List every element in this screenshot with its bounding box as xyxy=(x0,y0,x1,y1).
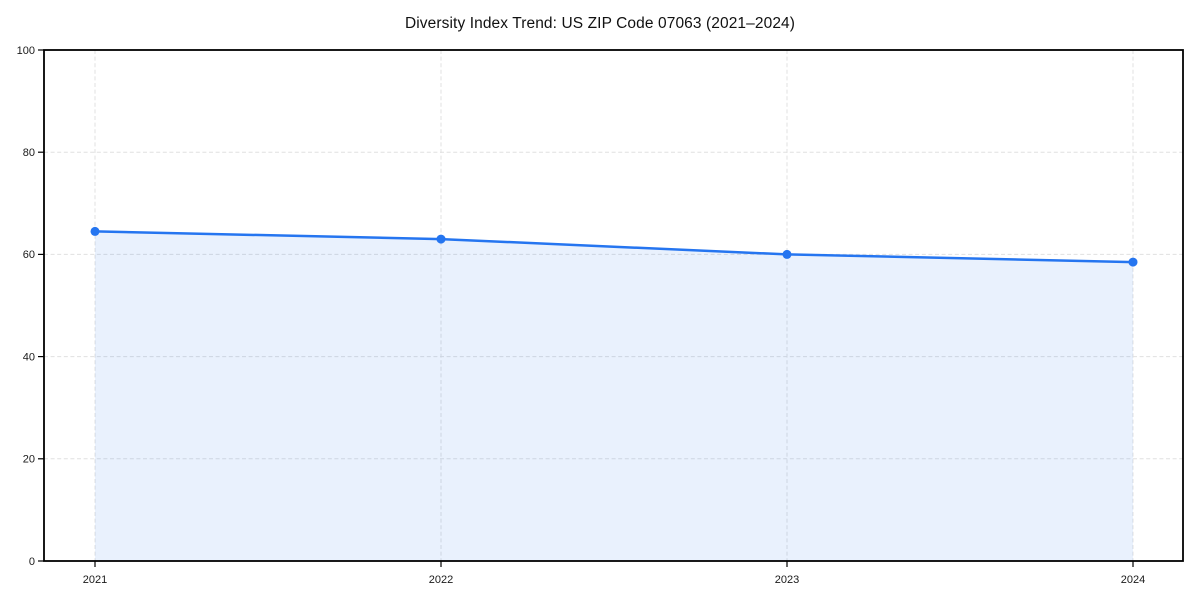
area-fill xyxy=(95,231,1133,561)
x-tick-label: 2024 xyxy=(1121,574,1145,586)
chart-title: Diversity Index Trend: US ZIP Code 07063… xyxy=(404,15,796,32)
y-tick-label: 0 xyxy=(29,556,35,568)
plot-border xyxy=(43,49,1184,562)
data-point xyxy=(1128,257,1138,267)
x-tick-label: 2022 xyxy=(429,574,453,586)
y-tick-label: 60 xyxy=(23,249,35,261)
y-tick-label: 80 xyxy=(23,147,35,159)
data-point xyxy=(782,249,792,259)
y-tick-label: 20 xyxy=(23,454,35,466)
y-tick-label: 40 xyxy=(23,351,35,363)
y-tick-label: 100 xyxy=(17,45,35,57)
data-point xyxy=(90,226,100,236)
data-point xyxy=(436,234,446,244)
x-tick-label: 2021 xyxy=(83,574,107,586)
trend-line xyxy=(93,230,1135,264)
x-tick-label: 2023 xyxy=(775,574,799,586)
